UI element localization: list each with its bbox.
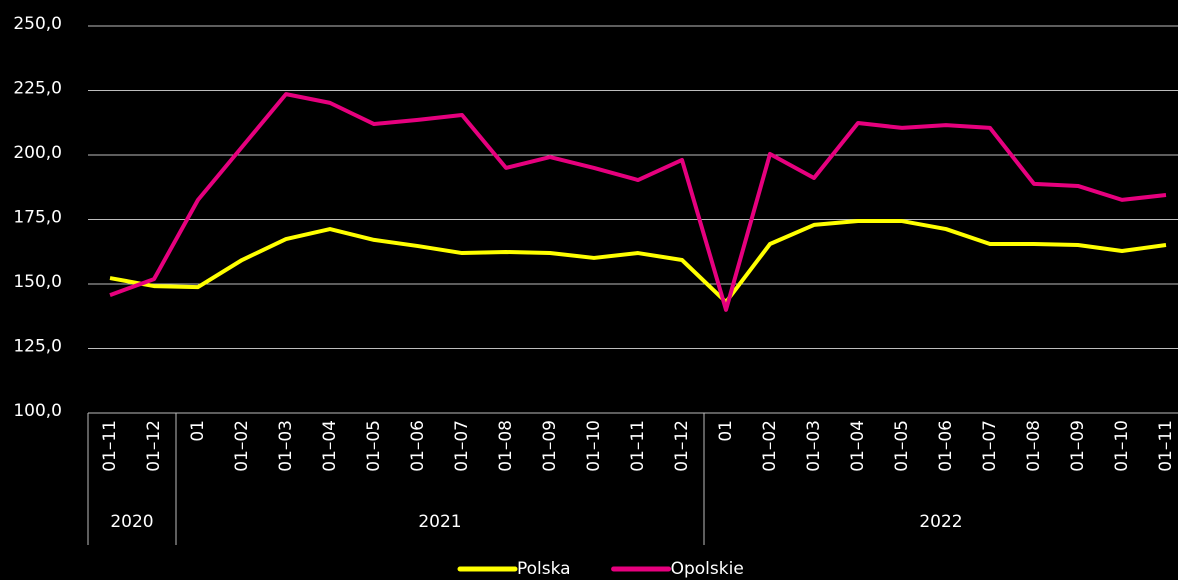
x-tick-label: 01–12: [144, 420, 164, 472]
y-tick-label: 200,0: [13, 143, 62, 163]
y-tick-label: 225,0: [13, 79, 62, 99]
x-tick-label: 01–05: [364, 420, 384, 472]
y-tick-label: 100,0: [13, 401, 62, 421]
x-tick-label: 01–09: [1068, 420, 1088, 472]
x-tick-label: 01–04: [320, 420, 340, 472]
x-tick-label: 01–12: [672, 420, 692, 472]
x-tick-label: 01–03: [276, 420, 296, 472]
x-tick-label: 01–11: [628, 420, 648, 472]
x-tick-label: 01–10: [584, 420, 604, 472]
x-tick-label: 01–03: [804, 420, 824, 472]
x-tick-label: 01–05: [892, 420, 912, 472]
y-tick-label: 175,0: [13, 208, 62, 228]
x-tick-label: 01: [716, 420, 736, 442]
x-tick-label: 01–04: [848, 420, 868, 472]
group-label: 2021: [418, 512, 461, 532]
group-label: 2020: [110, 512, 153, 532]
x-tick-label: 01–08: [1024, 420, 1044, 472]
x-tick-label: 01–10: [1112, 420, 1132, 472]
line: [109, 219, 1167, 305]
x-tick-label: 01–11: [100, 420, 120, 472]
x-tick-label: 01–09: [540, 420, 560, 472]
x-tick-label: 01–06: [408, 420, 428, 472]
line: [109, 92, 1167, 312]
x-tick-label: 01–02: [232, 420, 252, 472]
y-tick-label: 150,0: [13, 272, 62, 292]
y-tick-label: 250,0: [13, 14, 62, 34]
y-tick-label: 125,0: [13, 337, 62, 357]
x-tick-label: 01–06: [936, 420, 956, 472]
x-tick-label: 01–11: [1156, 420, 1176, 472]
group-label: 2022: [919, 512, 962, 532]
x-tick-label: 01–07: [452, 420, 472, 472]
x-tick-label: 01: [188, 420, 208, 442]
x-tick-label: 01–02: [760, 420, 780, 472]
x-tick-label: 01–07: [980, 420, 1000, 472]
legend-label: Polska: [517, 559, 571, 579]
x-tick-label: 01–08: [496, 420, 516, 472]
legend-label: Opolskie: [671, 559, 744, 579]
